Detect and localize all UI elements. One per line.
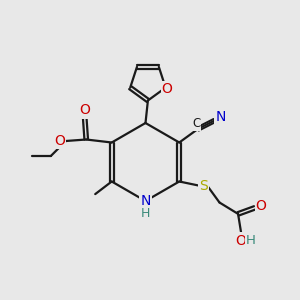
Text: S: S bbox=[200, 179, 208, 193]
Text: O: O bbox=[79, 103, 90, 117]
Text: O: O bbox=[236, 234, 247, 248]
Text: N: N bbox=[140, 194, 151, 208]
Text: O: O bbox=[256, 200, 267, 213]
Text: H: H bbox=[246, 234, 256, 247]
Text: O: O bbox=[162, 82, 172, 96]
Text: H: H bbox=[141, 207, 150, 220]
Text: C: C bbox=[192, 117, 200, 130]
Text: N: N bbox=[215, 110, 226, 124]
Text: O: O bbox=[54, 134, 65, 148]
